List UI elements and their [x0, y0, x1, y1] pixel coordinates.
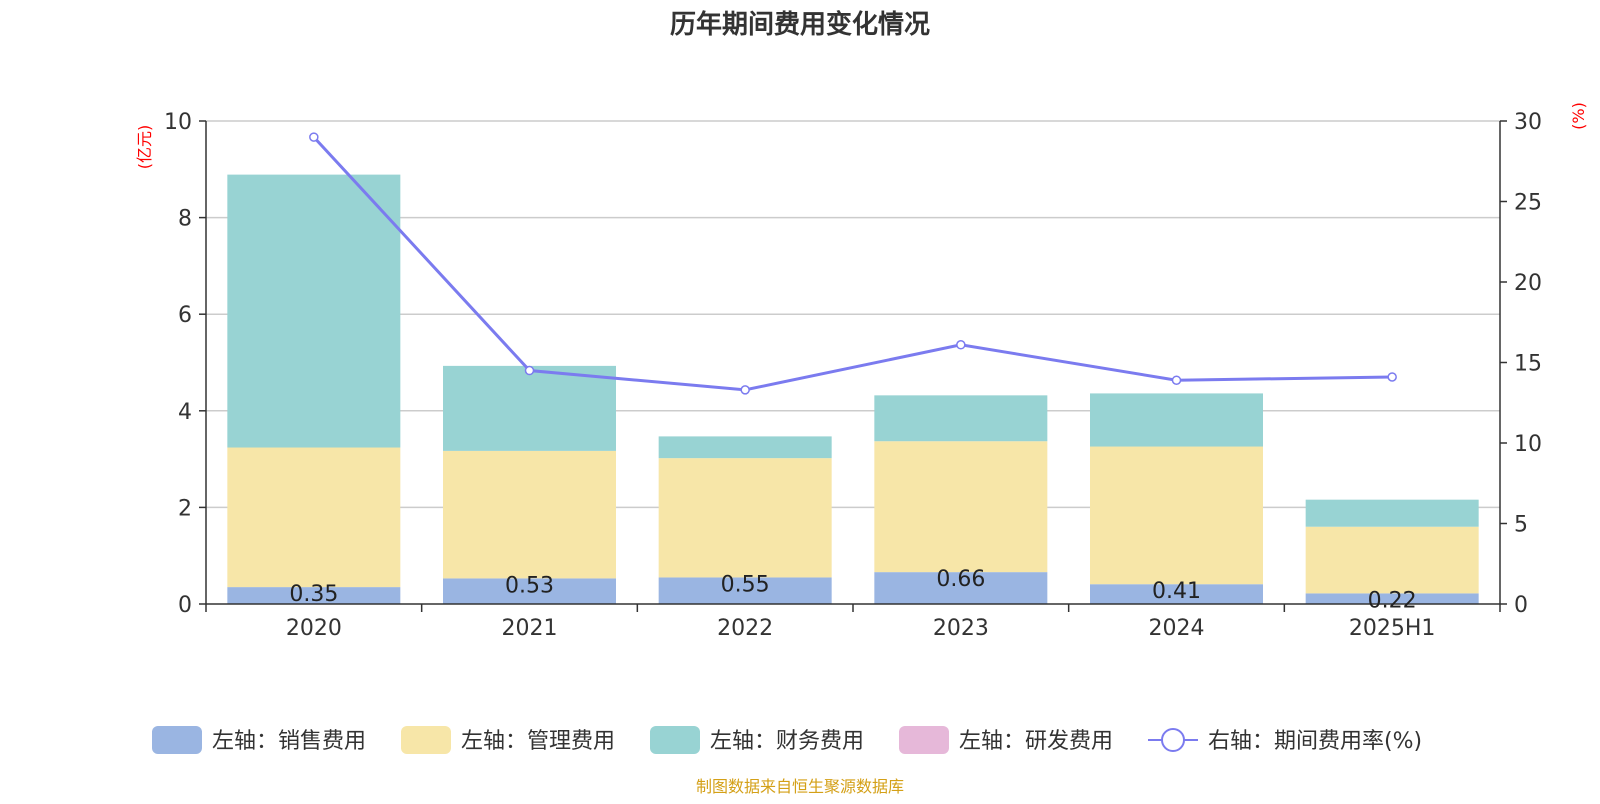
- bar-segment-1: [1090, 446, 1263, 585]
- legend-swatch-1: [401, 726, 451, 754]
- right-axis-tick-label: 0: [1514, 593, 1528, 618]
- legend-label-0: 左轴：销售费用: [212, 729, 366, 754]
- bar-segment-2: [227, 174, 401, 448]
- left-axis-tick-label: 0: [178, 593, 192, 618]
- legend: 左轴：销售费用 左轴：管理费用 左轴：财务费用 左轴：研发费用 右轴：期间费用率(%): [152, 726, 1422, 754]
- left-axis-tick-label: 6: [178, 303, 192, 328]
- x-axis-category-label: 2025H1: [1349, 616, 1436, 641]
- x-axis-category-label: 2022: [717, 616, 773, 641]
- expense-rate-line-group: [309, 132, 1397, 395]
- sales-expense-data-label: 0.35: [289, 582, 338, 607]
- bar-segment-0: [658, 577, 832, 604]
- expense-rate-point: [956, 340, 966, 350]
- expense-rate-point: [524, 365, 535, 376]
- bar-segment-0: [874, 572, 1048, 604]
- sales-expense-data-label: 0.55: [721, 572, 770, 597]
- left-axis-tick-label: 4: [178, 400, 192, 425]
- x-axis-category-label: 2023: [933, 616, 989, 641]
- legend-label-3: 左轴：研发费用: [959, 729, 1113, 754]
- left-axis-tick-label: 8: [178, 207, 192, 232]
- x-axis-category-label: 2020: [286, 616, 342, 641]
- legend-swatch-3: [899, 726, 949, 754]
- right-axis-tick-label: 20: [1514, 271, 1542, 296]
- grid-lines: [206, 120, 1500, 509]
- bar-segment-2: [874, 395, 1048, 442]
- x-axis-category-label: 2021: [502, 616, 558, 641]
- bar-segment-2: [658, 436, 832, 459]
- chart-title: 历年期间费用变化情况: [670, 9, 930, 40]
- bar-segment-2: [443, 365, 616, 451]
- right-axis-tick-label: 15: [1514, 352, 1542, 377]
- bar-segment-0: [227, 587, 401, 604]
- bar-segment-2: [1305, 499, 1479, 527]
- x-axis-category-label: 2024: [1149, 616, 1205, 641]
- expense-rate-point: [1171, 375, 1182, 385]
- bar-segment-0: [1305, 593, 1479, 604]
- legend-label-2: 左轴：财务费用: [710, 729, 864, 754]
- data-labels-group: 0.35 0.53 0.55 0.66 0.41 0.22: [289, 567, 1416, 613]
- bar-segment-1: [1305, 526, 1479, 594]
- legend-marker-swatch: [1161, 728, 1185, 752]
- right-axis-tick-label: 5: [1514, 513, 1528, 538]
- expense-rate-point: [1387, 372, 1397, 382]
- sales-expense-data-label: 0.53: [505, 573, 554, 598]
- expense-rate-point: [309, 132, 319, 142]
- right-axis-tick-label: 30: [1514, 110, 1542, 135]
- right-axis-unit-label: (%): [1569, 102, 1588, 130]
- right-axis-tick-label: 10: [1514, 432, 1542, 457]
- legend-label-4: 右轴：期间费用率(%): [1208, 729, 1422, 754]
- bar-segment-2: [1090, 393, 1263, 447]
- expense-rate-point: [740, 385, 750, 395]
- legend-label-1: 左轴：管理费用: [461, 729, 615, 754]
- axes-group: 0 2 4 6 8 10 0 5 10 15 20 25 30 2020 2021 2022 2023 2024 2…: [164, 110, 1542, 641]
- sales-expense-data-label: 0.22: [1368, 588, 1417, 613]
- left-axis-tick-label: 10: [164, 110, 192, 135]
- left-axis-unit-label: (亿元): [135, 125, 154, 170]
- source-note: 制图数据来自恒生聚源数据库: [696, 777, 904, 796]
- expense-rate-line: [312, 136, 1393, 392]
- bar-segment-1: [874, 441, 1048, 573]
- right-axis-tick-label: 25: [1514, 191, 1542, 216]
- left-axis-tick-label: 2: [178, 496, 192, 521]
- bar-segment-1: [658, 458, 832, 578]
- legend-swatch-2: [650, 726, 700, 754]
- bar-segment-0: [443, 578, 616, 604]
- bar-segment-0: [1090, 584, 1263, 604]
- bar-segment-1: [443, 450, 616, 579]
- legend-swatch-0: [152, 726, 202, 754]
- bars-group: [227, 174, 1479, 604]
- sales-expense-data-label: 0.41: [1152, 579, 1201, 604]
- bar-segment-1: [227, 447, 401, 588]
- sales-expense-data-label: 0.66: [936, 567, 985, 592]
